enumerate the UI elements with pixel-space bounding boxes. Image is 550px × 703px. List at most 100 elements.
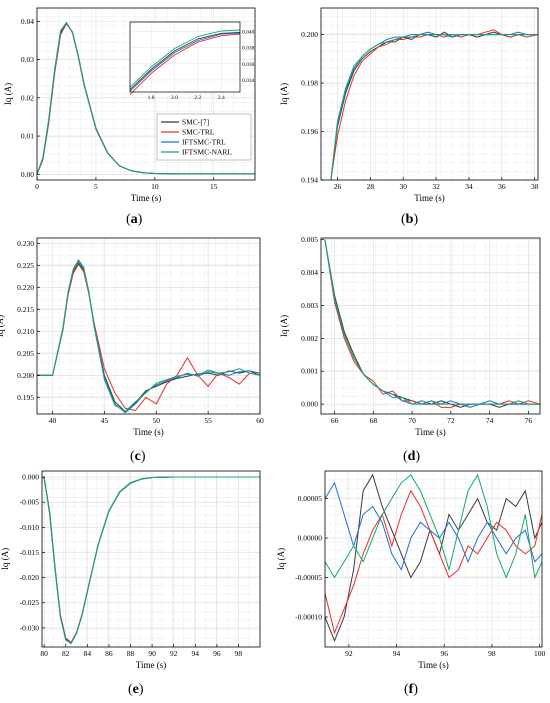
inset-series-line-2 [129, 33, 241, 95]
y-tick-label: 0.02 [21, 93, 34, 102]
plot-frame [320, 7, 539, 181]
chart-b: 26 28 30 32 34 36 38 0.194 0.196 0.198 0.200 Time (… [279, 7, 539, 203]
plot-frame [36, 7, 256, 181]
y-tick-label: -0.025 [20, 598, 40, 607]
x-tick-label: 34 [465, 182, 473, 191]
chart-e: 80 82 84 86 88 90 92 94 96 98 0.000 -0.005 -0.010 -0.… [0, 470, 261, 670]
x-tick-label: 28 [367, 182, 375, 191]
series-line-3 [330, 31, 538, 180]
x-tick-label: 98 [235, 649, 243, 658]
grid [42, 471, 260, 647]
y-tick-label: 0.002 [301, 334, 318, 343]
x-tick-label: 40 [49, 416, 57, 425]
x-tick-label: 100 [534, 649, 546, 658]
y-tick-label: 0.005 [301, 235, 318, 244]
x-tick-label: 55 [204, 416, 212, 425]
y-tick-label: 0.003 [301, 301, 318, 310]
y-tick-label: -0.030 [20, 623, 40, 632]
x-tick-label: 86 [105, 649, 113, 658]
x-tick-label: 68 [370, 416, 378, 425]
panel-label-d: (d) [403, 449, 421, 464]
x-tick-label: 96 [440, 649, 448, 658]
y-tick-label: -0.005 [20, 498, 40, 507]
inset-y-tick-label: 0.038 [242, 46, 255, 52]
y-tick-label: 0.210 [17, 327, 34, 336]
y-tick-label: 0.215 [17, 305, 34, 314]
y-tick-label: 0.01 [21, 132, 34, 141]
y-tick-label: 0.200 [301, 30, 318, 39]
x-axis-title: Time (s) [136, 660, 166, 670]
inset-frame [129, 21, 241, 93]
x-tick-label: 50 [153, 416, 161, 425]
x-tick-label: 88 [127, 649, 135, 658]
legend-entry: IFTSMC-TRL [182, 138, 226, 147]
grid [321, 238, 540, 414]
x-tick-label: 5 [94, 182, 98, 191]
y-tick-label: 0.00000 [298, 534, 323, 543]
chart-f: 92 94 96 98 100 -0.00010 -0.00005 0.00000 0.0000… [276, 470, 546, 670]
series-line-2 [324, 239, 540, 408]
series-line-3 [325, 481, 542, 571]
legend-entry: SMC-[7] [182, 118, 209, 127]
x-tick-label: 84 [84, 649, 92, 658]
grid [321, 8, 538, 181]
y-axis-title: Iq (A) [279, 83, 289, 105]
series-line-4 [42, 476, 260, 645]
x-tick-label: 92 [345, 649, 353, 658]
plot-frame [36, 237, 261, 415]
y-tick-label: 0.04 [21, 17, 34, 26]
x-tick-label: 90 [148, 649, 156, 658]
x-tick-label: 0 [35, 182, 39, 191]
y-tick-label: -0.00010 [295, 613, 322, 622]
legend-entry: SMC-TRL [182, 128, 215, 137]
y-axis-title: Iq (A) [0, 548, 10, 570]
inset-x-tick-label: 1.8 [148, 95, 155, 101]
x-tick-label: 72 [447, 416, 455, 425]
y-tick-label: 0.004 [301, 268, 318, 277]
y-tick-label: 0.000 [22, 473, 39, 482]
x-tick-label: 66 [331, 416, 339, 425]
y-tick-label: 0.00005 [298, 494, 323, 503]
x-axis-title: Time (s) [414, 193, 444, 203]
x-tick-label: 60 [256, 416, 264, 425]
x-axis-title: Time (s) [133, 427, 163, 437]
inset-y-tick-label: 0.036 [242, 62, 255, 68]
series-line-3 [324, 239, 540, 408]
inset-y-tick-label: 0.034 [242, 78, 255, 84]
y-tick-label: 0.196 [301, 127, 318, 136]
x-tick-label: 96 [213, 649, 221, 658]
x-axis-title: Time (s) [131, 193, 161, 203]
inset-grid [130, 22, 240, 92]
y-axis-title: Iq (A) [276, 548, 286, 570]
y-tick-label: 0.194 [301, 176, 318, 185]
panel-label-b: (b) [401, 212, 419, 227]
x-tick-label: 38 [531, 182, 539, 191]
x-tick-label: 45 [101, 416, 109, 425]
y-tick-label: 0.220 [17, 283, 34, 292]
x-tick-label: 94 [393, 649, 401, 658]
inset-background [130, 22, 240, 92]
series-line-2 [330, 29, 538, 180]
x-tick-label: 94 [191, 649, 199, 658]
x-tick-label: 92 [170, 649, 178, 658]
x-tick-label: 30 [399, 182, 407, 191]
y-axis-title: Iq (A) [279, 315, 289, 337]
grid [37, 238, 261, 414]
x-tick-label: 74 [486, 416, 494, 425]
y-axis-title: Iq (A) [3, 83, 13, 105]
y-tick-label: -0.00005 [295, 573, 322, 582]
series-line-1 [330, 31, 538, 180]
panel-label-e: (e) [128, 682, 144, 697]
inset-series-line-4 [129, 29, 241, 88]
chart-d: 66 68 70 72 74 76 0.000 0.001 0.002 0.003 0.004 0.0… [279, 235, 541, 437]
y-tick-label: 0.000 [301, 400, 318, 409]
chart-c: 40 45 50 55 60 0.195 0.200 0.205 0.210 0.215 0.220… [0, 237, 264, 437]
x-tick-label: 82 [62, 649, 70, 658]
y-tick-label: 0.198 [301, 79, 318, 88]
inset-series-line-1 [129, 32, 241, 90]
y-tick-label: 0.205 [17, 349, 34, 358]
grid [325, 471, 542, 647]
plot-frame [324, 470, 543, 648]
y-tick-label: -0.015 [20, 548, 40, 557]
series-line-4 [330, 34, 538, 180]
